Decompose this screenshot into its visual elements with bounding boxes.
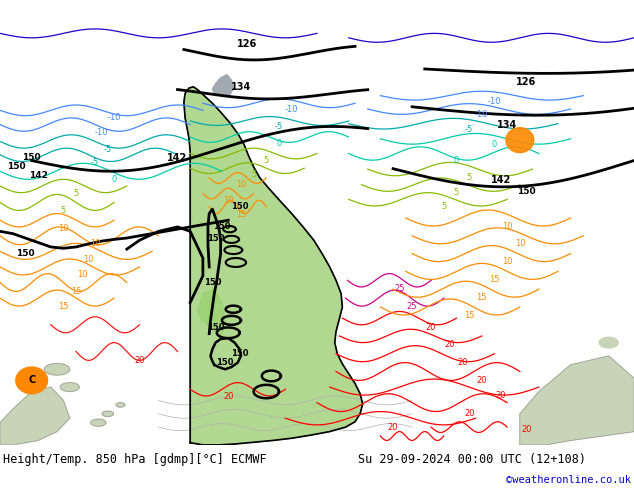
Polygon shape xyxy=(520,356,634,445)
Text: 10: 10 xyxy=(515,239,525,248)
Text: 20: 20 xyxy=(477,376,487,385)
Text: -5: -5 xyxy=(275,122,283,131)
Text: 0: 0 xyxy=(112,175,117,184)
Text: Height/Temp. 850 hPa [gdmp][°C] ECMWF: Height/Temp. 850 hPa [gdmp][°C] ECMWF xyxy=(3,453,267,466)
Text: 10: 10 xyxy=(236,180,246,189)
Text: Su 29-09-2024 00:00 UTC (12+108): Su 29-09-2024 00:00 UTC (12+108) xyxy=(358,453,586,466)
Text: 20: 20 xyxy=(426,322,436,332)
Polygon shape xyxy=(16,367,48,394)
Text: 134: 134 xyxy=(497,120,517,129)
Text: 150: 150 xyxy=(204,278,221,287)
Polygon shape xyxy=(91,419,106,426)
Polygon shape xyxy=(506,128,534,152)
Text: 15: 15 xyxy=(489,275,500,284)
Text: 5: 5 xyxy=(454,188,459,196)
Text: -10: -10 xyxy=(94,128,108,137)
Text: 20: 20 xyxy=(464,409,474,418)
Text: 150: 150 xyxy=(231,349,249,358)
Text: 134: 134 xyxy=(231,82,251,92)
Text: -10: -10 xyxy=(475,110,489,119)
Text: -10: -10 xyxy=(107,113,121,122)
Text: 5: 5 xyxy=(61,206,66,215)
Text: 25: 25 xyxy=(394,284,404,293)
Text: 20: 20 xyxy=(521,425,531,434)
Text: 150: 150 xyxy=(517,187,536,196)
Text: 15: 15 xyxy=(236,210,246,220)
Text: 15: 15 xyxy=(464,311,474,319)
Text: 10: 10 xyxy=(58,224,68,233)
Text: 150: 150 xyxy=(207,234,224,243)
Text: 126: 126 xyxy=(237,40,257,49)
Text: 10: 10 xyxy=(84,255,94,264)
Text: 0: 0 xyxy=(492,140,497,149)
Text: 5: 5 xyxy=(467,172,472,182)
Polygon shape xyxy=(116,403,125,407)
Text: 150: 150 xyxy=(213,222,231,231)
Polygon shape xyxy=(599,337,618,348)
Text: 150: 150 xyxy=(231,202,249,211)
Text: 20: 20 xyxy=(496,392,506,400)
Text: 20: 20 xyxy=(134,356,145,365)
Text: 5: 5 xyxy=(251,171,256,179)
Text: -5: -5 xyxy=(465,125,474,134)
Text: 15: 15 xyxy=(71,287,81,296)
Text: 20: 20 xyxy=(458,358,468,367)
Text: 25: 25 xyxy=(407,302,417,311)
Text: 5: 5 xyxy=(264,156,269,165)
Text: 5: 5 xyxy=(74,190,79,198)
Text: 150: 150 xyxy=(216,358,234,367)
Text: 0: 0 xyxy=(276,139,281,148)
Text: -5: -5 xyxy=(103,145,112,153)
Text: -10: -10 xyxy=(488,97,501,106)
Text: ©weatheronline.co.uk: ©weatheronline.co.uk xyxy=(506,475,631,485)
Text: 10: 10 xyxy=(223,196,233,205)
Polygon shape xyxy=(212,75,233,97)
Polygon shape xyxy=(184,87,363,445)
Text: 142: 142 xyxy=(491,175,511,185)
Text: 10: 10 xyxy=(502,221,512,230)
Text: -10: -10 xyxy=(285,104,299,114)
Text: 150: 150 xyxy=(207,322,224,332)
Text: -5: -5 xyxy=(91,158,100,167)
Text: 10: 10 xyxy=(502,257,512,266)
Text: 10: 10 xyxy=(90,239,100,248)
Text: 150: 150 xyxy=(22,153,41,163)
Text: 10: 10 xyxy=(77,270,87,279)
Polygon shape xyxy=(0,387,70,445)
Polygon shape xyxy=(44,364,70,375)
Text: 142: 142 xyxy=(29,171,48,180)
Text: 150: 150 xyxy=(16,249,35,258)
Text: 150: 150 xyxy=(6,162,25,171)
Text: 15: 15 xyxy=(58,302,68,311)
Polygon shape xyxy=(60,383,79,392)
Text: 0: 0 xyxy=(454,156,459,165)
Text: 20: 20 xyxy=(445,341,455,349)
Text: 15: 15 xyxy=(477,293,487,302)
Text: 126: 126 xyxy=(516,77,536,87)
Polygon shape xyxy=(198,289,225,338)
Text: 20: 20 xyxy=(388,422,398,432)
Polygon shape xyxy=(102,411,113,416)
Text: 142: 142 xyxy=(167,153,188,163)
Text: 5: 5 xyxy=(441,202,446,211)
Text: C: C xyxy=(28,375,36,386)
Text: 20: 20 xyxy=(223,392,233,401)
